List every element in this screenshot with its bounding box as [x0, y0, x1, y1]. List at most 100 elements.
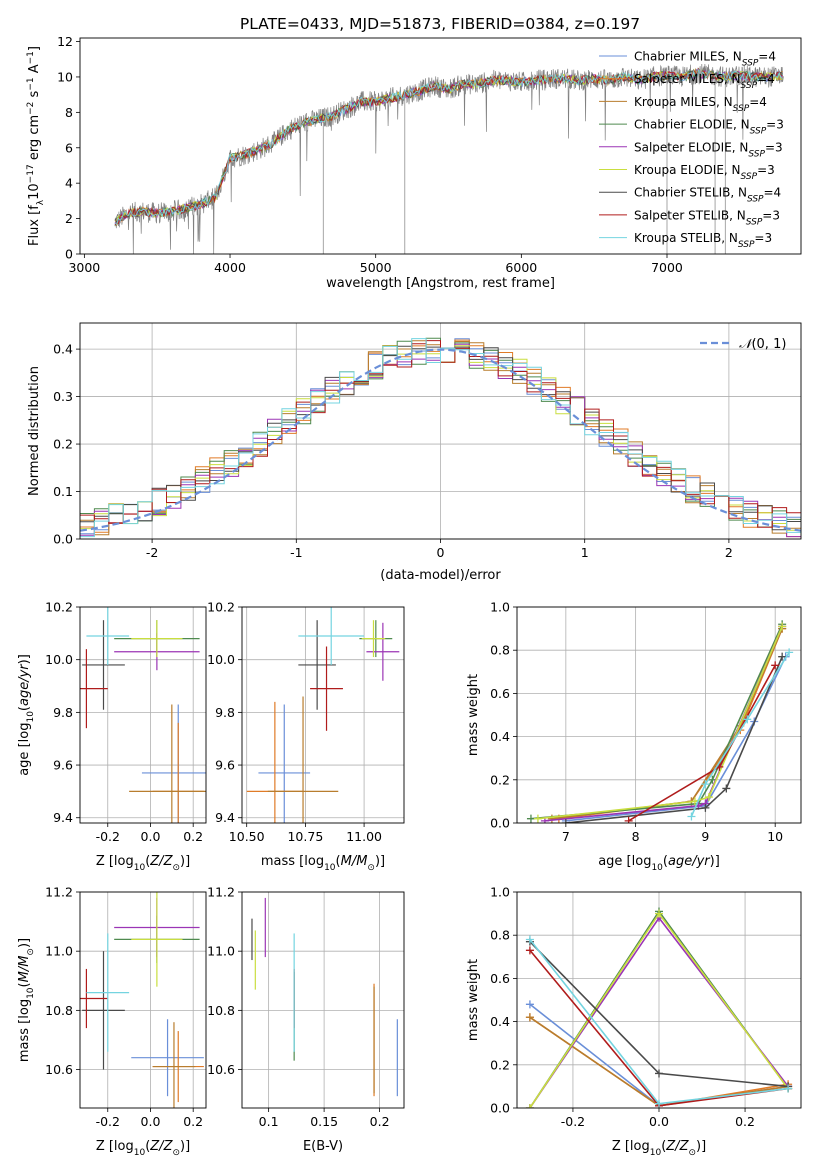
mass-weight-marker	[525, 946, 534, 955]
mass-weight-marker	[533, 814, 542, 823]
mass-weight-marker	[525, 1104, 534, 1108]
y-tick-label: 10.0	[45, 652, 73, 667]
legend-label: Chabrier STELIB, NSSP=4	[634, 186, 781, 205]
y-tick-label: 0.2	[490, 772, 510, 787]
y-tick-label: 9.6	[215, 758, 235, 773]
y-tick-label: 0.1	[53, 484, 73, 499]
mass-weight-marker	[778, 622, 787, 631]
y-tick-label: 9.8	[53, 705, 73, 720]
y-tick-label: 0.3	[53, 389, 73, 404]
x-tick-label: 0.1	[259, 1114, 279, 1129]
model-spectrum	[114, 69, 783, 226]
y-tick-label: 0.4	[490, 729, 510, 744]
y-axis-label: mass [log10(M/M⊙)]	[17, 938, 36, 1062]
mass-weight-marker	[561, 819, 570, 823]
residual-histogram	[80, 338, 801, 538]
legend-label: Salpeter MILES, NSSP=4	[634, 72, 775, 91]
y-tick-label: 11.0	[45, 944, 73, 959]
y-tick-label: 0.4	[53, 342, 73, 357]
x-tick-label: 3000	[68, 260, 100, 275]
y-tick-label: 10.8	[207, 1003, 235, 1018]
legend-label: Salpeter ELODIE, NSSP=3	[634, 140, 783, 159]
mass-weight-line	[537, 626, 783, 820]
y-tick-label: 0.0	[490, 1101, 510, 1116]
x-axis-label: Z [log10(Z/Z⊙)]	[96, 1139, 190, 1158]
x-tick-label: 0.15	[310, 1114, 338, 1129]
y-tick-label: 9.4	[215, 810, 235, 825]
x-tick-label: 2	[725, 545, 733, 560]
panel-age_vs_mass: 10.50 10.75 11.00 9.4 9.6 9.8 10.0 10.2 mass [lo…	[207, 600, 405, 873]
axes-frame	[241, 606, 405, 824]
axes-frame	[79, 322, 802, 540]
y-tick-label: 11.0	[207, 944, 235, 959]
plot-area	[80, 892, 204, 1108]
legend: Chabrier MILES, NSSP=4 Salpeter MILES, NS…	[599, 50, 784, 250]
panel-mass_vs_ebv: 0.1 0.15 0.2 10.6 10.8 11.0 11.2 E(B-V)	[207, 885, 405, 1154]
y-axis-label: mass weight	[466, 959, 481, 1041]
axes-frame	[516, 606, 802, 824]
x-tick-label: 0.0	[141, 829, 161, 844]
legend-label: Kroupa STELIB, NSSP=3	[634, 231, 772, 250]
legend-label: Salpeter STELIB, NSSP=3	[634, 208, 780, 227]
x-axis-label: age [log10(age/yr)]	[598, 854, 720, 873]
legend-label: 𝒩(0, 1)	[739, 337, 786, 352]
y-tick-label: 10	[57, 69, 73, 84]
x-axis-label: wavelength [Angstrom, rest frame]	[326, 276, 555, 291]
y-tick-label: 10.0	[207, 652, 235, 667]
x-tick-label: 7000	[651, 260, 683, 275]
mass-weight-marker	[525, 935, 534, 944]
y-tick-label: 10.8	[45, 1003, 73, 1018]
x-tick-label: 4000	[214, 260, 246, 275]
y-tick-label: 0.2	[490, 1057, 510, 1072]
mass-weight-marker	[687, 812, 696, 821]
x-tick-label: 0.0	[141, 1114, 161, 1129]
x-tick-label: 0.0	[649, 1114, 669, 1129]
x-tick-label: 0.2	[183, 829, 203, 844]
y-tick-label: 9.8	[215, 705, 235, 720]
figure-title: PLATE=0433, MJD=51873, FIBERID=0384, z=0…	[240, 15, 640, 33]
y-tick-label: 0.4	[490, 1014, 510, 1029]
y-tick-label: 0.8	[490, 928, 510, 943]
axes-frame	[79, 891, 207, 1109]
x-tick-label: 8	[632, 829, 640, 844]
mass-weight-marker	[722, 784, 731, 793]
legend: 𝒩(0, 1)	[700, 337, 786, 352]
panel-residuals: -2 -1 0 1 2 0.0 0.1 0.2 0.3 0.4 (data-model)/error…	[27, 322, 802, 583]
y-axis-label: Flux [fλ10−17 erg cm−2 s−1 A−1]	[26, 46, 46, 246]
mass-weight-marker	[784, 1084, 793, 1093]
mass-weight-marker	[624, 816, 633, 823]
panel-massweight_vs_Z: -0.2 0.0 0.2 0.0 0.2 0.4 0.6 0.8 1.0 Z [log10(Z/Z…	[466, 885, 802, 1158]
plot-area	[114, 63, 784, 254]
x-tick-label: 11.00	[346, 829, 382, 844]
y-tick-label: 11.2	[45, 885, 73, 900]
y-tick-label: 10.2	[207, 600, 235, 615]
axes-frame	[79, 37, 802, 255]
x-tick-label: 7	[562, 829, 570, 844]
x-tick-label: -0.2	[96, 829, 120, 844]
legend-label: Kroupa MILES, NSSP=4	[634, 95, 767, 114]
y-tick-label: 9.4	[53, 810, 73, 825]
x-axis-label: Z [log10(Z/Z⊙)]	[96, 854, 190, 873]
x-axis-label: (data-model)/error	[380, 568, 501, 583]
mass-weight-marker	[778, 652, 787, 661]
x-tick-label: 5000	[360, 260, 392, 275]
mass-weight-marker	[704, 793, 713, 802]
mass-weight-marker	[526, 814, 535, 823]
x-tick-label: 0	[437, 545, 445, 560]
x-axis-label: mass [log10(M/M⊙)]	[261, 854, 385, 873]
y-tick-label: 2	[65, 211, 73, 226]
y-tick-label: 10.2	[45, 600, 73, 615]
plot-area	[526, 620, 794, 823]
x-tick-label: -0.2	[561, 1114, 585, 1129]
x-tick-label: 10.50	[229, 829, 265, 844]
y-tick-label: 0.2	[53, 437, 73, 452]
x-tick-label: 10	[767, 829, 783, 844]
mass-weight-marker	[655, 1099, 663, 1108]
axes-frame	[516, 891, 802, 1109]
y-tick-label: 0.8	[490, 643, 510, 658]
mass-weight-marker	[743, 715, 752, 724]
y-tick-label: 4	[65, 176, 73, 191]
y-tick-label: 1.0	[490, 600, 510, 615]
plot-area	[80, 607, 206, 823]
mass-weight-marker	[701, 803, 710, 812]
